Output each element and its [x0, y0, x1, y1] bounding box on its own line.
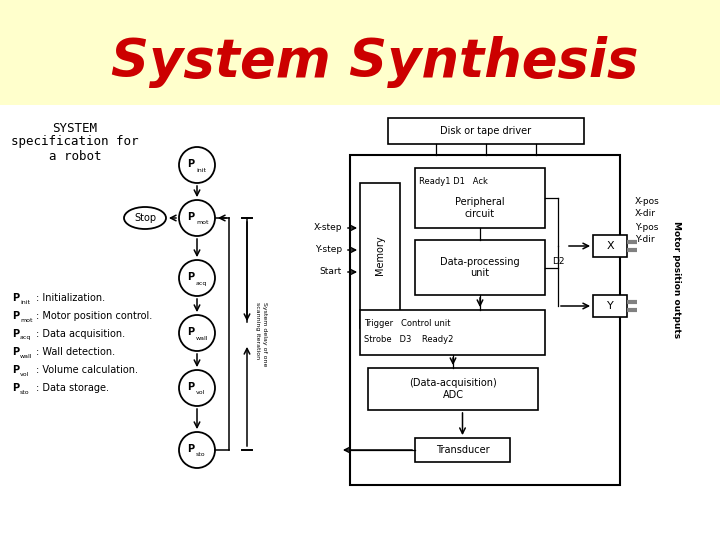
Text: P: P: [12, 365, 19, 375]
Text: D2: D2: [552, 258, 564, 267]
Text: Strobe   D3    Ready2: Strobe D3 Ready2: [364, 335, 454, 345]
Text: wall: wall: [196, 335, 209, 341]
Bar: [415, 438, 510, 462]
Text: Data-processing
unit: Data-processing unit: [440, 256, 520, 278]
Bar: [415, 168, 545, 228]
Bar: [350, 155, 620, 485]
Text: Y-pos: Y-pos: [635, 224, 658, 233]
Bar: [368, 368, 538, 410]
Text: P: P: [12, 311, 19, 321]
Text: : Initialization.: : Initialization.: [36, 293, 105, 303]
Text: P: P: [12, 347, 19, 357]
Text: Motor position outputs: Motor position outputs: [672, 221, 680, 339]
Text: acq: acq: [196, 280, 207, 286]
Bar: [593, 295, 627, 317]
Circle shape: [179, 260, 215, 296]
Text: Disk or tape driver: Disk or tape driver: [441, 126, 531, 136]
Text: : Motor position control.: : Motor position control.: [36, 311, 152, 321]
Text: Stop: Stop: [134, 213, 156, 223]
Text: SYSTEM: SYSTEM: [53, 122, 97, 134]
Text: mot: mot: [20, 318, 32, 322]
Text: P: P: [187, 159, 194, 169]
Text: acq: acq: [20, 335, 32, 341]
Text: (Data-acquisition)
ADC: (Data-acquisition) ADC: [409, 378, 497, 400]
Text: X-pos: X-pos: [635, 198, 660, 206]
Text: X-step: X-step: [313, 224, 342, 233]
Text: P: P: [12, 293, 19, 303]
Text: : Data acquisition.: : Data acquisition.: [36, 329, 125, 339]
Text: : Volume calculation.: : Volume calculation.: [36, 365, 138, 375]
Bar: [415, 240, 545, 295]
Text: : Wall detection.: : Wall detection.: [36, 347, 115, 357]
Text: sto: sto: [196, 453, 206, 457]
Text: Trigger   Control unit: Trigger Control unit: [364, 319, 451, 327]
Text: init: init: [196, 167, 206, 172]
Text: Transducer: Transducer: [436, 445, 490, 455]
Text: a robot: a robot: [49, 150, 102, 163]
Circle shape: [179, 432, 215, 468]
Text: P: P: [187, 272, 194, 282]
Bar: [388, 118, 584, 144]
Text: mot: mot: [196, 220, 209, 226]
Text: wall: wall: [20, 354, 32, 359]
Text: init: init: [20, 300, 30, 305]
Text: Start: Start: [320, 267, 342, 276]
Circle shape: [179, 200, 215, 236]
Text: vol: vol: [20, 372, 30, 376]
Text: P: P: [187, 444, 194, 454]
Text: X: X: [606, 241, 614, 251]
Text: P: P: [187, 382, 194, 392]
Text: X-dir: X-dir: [635, 208, 656, 218]
Circle shape: [179, 370, 215, 406]
Text: P: P: [187, 212, 194, 222]
Text: Y: Y: [607, 301, 613, 311]
Text: vol: vol: [196, 390, 205, 395]
Text: sto: sto: [20, 389, 30, 395]
Bar: [360, 310, 545, 355]
Text: P: P: [12, 383, 19, 393]
Text: Y-step: Y-step: [315, 246, 342, 254]
Text: Memory: Memory: [375, 235, 385, 275]
Text: P: P: [187, 327, 194, 337]
Text: Ready1 D1   Ack: Ready1 D1 Ack: [419, 177, 488, 186]
Text: System Synthesis: System Synthesis: [112, 36, 639, 88]
Text: Peripheral
circuit: Peripheral circuit: [455, 197, 505, 219]
Ellipse shape: [124, 207, 166, 229]
Bar: [360, 183, 400, 328]
Text: specification for: specification for: [12, 136, 139, 148]
Circle shape: [179, 147, 215, 183]
Bar: [593, 235, 627, 257]
Text: P: P: [12, 329, 19, 339]
Circle shape: [179, 315, 215, 351]
Text: : Data storage.: : Data storage.: [36, 383, 109, 393]
Bar: [0, 0, 720, 105]
Text: System delay of one
scanning iteration: System delay of one scanning iteration: [255, 302, 266, 366]
Text: Y-dir: Y-dir: [635, 234, 654, 244]
